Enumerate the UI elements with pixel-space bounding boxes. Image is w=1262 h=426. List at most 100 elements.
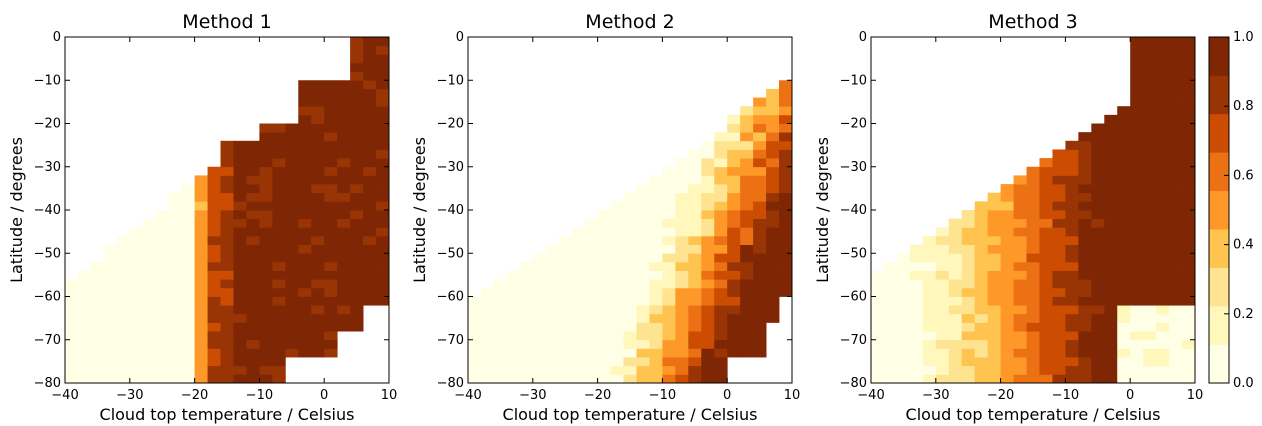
heatmap-cell [246, 305, 260, 315]
heatmap-cell [558, 261, 573, 271]
heatmap-cell [493, 313, 508, 323]
heatmap-cell [376, 270, 390, 280]
heatmap-cell [662, 227, 676, 237]
heatmap-cell [1182, 279, 1196, 289]
heatmap-cell [1013, 175, 1027, 185]
heatmap-cell [376, 88, 390, 98]
heatmap-cell [142, 218, 157, 228]
heatmap-cell [1169, 305, 1183, 315]
heatmap-cell [571, 279, 586, 289]
heatmap-cell [1039, 322, 1053, 332]
heatmap-cell [1078, 132, 1092, 142]
heatmap-cell [220, 140, 234, 150]
heatmap-cell [766, 184, 780, 194]
heatmap-cell [519, 357, 534, 367]
heatmap-cell [480, 339, 495, 349]
y-tick-label: −20 [437, 117, 464, 132]
heatmap-cell [1104, 218, 1118, 228]
heatmap-cells [871, 37, 1196, 384]
heatmap-cell [220, 313, 234, 323]
heatmap-cell [181, 339, 195, 349]
heatmap-cell [571, 331, 586, 341]
heatmap-cell [311, 114, 325, 124]
heatmap-cell [896, 305, 911, 315]
y-tick-label: −10 [34, 73, 61, 88]
heatmap-cell [181, 244, 195, 254]
heatmap-cell [220, 348, 234, 358]
heatmap-cell [1013, 270, 1027, 280]
heatmap-cell [311, 227, 325, 237]
heatmap-cell [272, 322, 286, 332]
heatmap-cell [1117, 184, 1131, 194]
heatmap-cell [324, 166, 338, 176]
heatmap-cell [311, 261, 325, 271]
y-tick-label: −80 [34, 376, 61, 391]
heatmap-cell [623, 279, 637, 289]
heatmap-cell [181, 287, 195, 297]
heatmap-cell [363, 279, 377, 289]
heatmap-cell [1026, 192, 1040, 202]
x-tick-label: 0 [320, 388, 328, 403]
heatmap-cell [1156, 71, 1170, 81]
heatmap-cell [883, 313, 898, 323]
heatmap-cell [311, 166, 325, 176]
heatmap-cell [610, 218, 624, 228]
heatmap-cell [65, 357, 79, 367]
heatmap-cell [233, 322, 247, 332]
heatmap-cell [220, 279, 234, 289]
heatmap-cell [207, 210, 221, 220]
heatmap-cell [948, 313, 963, 323]
heatmap-cell [753, 192, 767, 202]
heatmap-cell [272, 279, 286, 289]
heatmap-cell [922, 313, 937, 323]
heatmap-cell [779, 201, 793, 211]
heatmap-cell [65, 279, 79, 289]
heatmap-cell [1143, 210, 1157, 220]
heatmap-cell [246, 331, 260, 341]
heatmap-cell [1078, 166, 1092, 176]
heatmap-cell [1156, 253, 1170, 263]
heatmap-cell [220, 166, 234, 176]
heatmap-cell [376, 54, 390, 64]
heatmap-cell [753, 106, 767, 116]
y-axis-label: Latitude / degrees [813, 137, 832, 283]
heatmap-cell [688, 244, 702, 254]
heatmap-cell [1182, 322, 1196, 332]
heatmap-cell [987, 296, 1001, 306]
heatmap-cell [468, 296, 482, 306]
axis-ticks: −40 −30 −20 −10 0 100−10−20−30−40−50−60−70−80 [34, 30, 398, 403]
heatmap-cell [1182, 184, 1196, 194]
colorbar-tick-label: 0.8 [1233, 99, 1254, 114]
heatmap-cell [1143, 88, 1157, 98]
heatmap-cell [259, 218, 273, 228]
heatmap-cell [558, 357, 573, 367]
heatmap-cell [1000, 227, 1014, 237]
heatmap-cell [636, 270, 650, 280]
heatmap-cell [1104, 253, 1118, 263]
heatmap-cell [233, 296, 247, 306]
heatmap-cell [571, 253, 586, 263]
heatmap-cell [1065, 339, 1079, 349]
heatmap-cell [871, 374, 885, 384]
heatmap-cell [740, 305, 754, 315]
y-tick-label: −80 [840, 376, 867, 391]
heatmap-cell [324, 244, 338, 254]
heatmap-cell [181, 348, 195, 358]
heatmap-cell [298, 227, 312, 237]
heatmap-cell [714, 331, 728, 341]
heatmap-cell [1117, 106, 1131, 116]
heatmap-cell [1065, 244, 1079, 254]
heatmap-cell [506, 305, 521, 315]
heatmap-cell [779, 123, 793, 133]
heatmap-cell [597, 296, 611, 306]
heatmap-cell [1000, 365, 1014, 375]
y-axis-label: Latitude / degrees [7, 137, 26, 283]
heatmap-cell [688, 322, 702, 332]
heatmap-cell [987, 279, 1001, 289]
heatmap-cell [935, 348, 950, 358]
heatmap-cell [194, 374, 208, 384]
heatmap-cell [675, 253, 689, 263]
heatmap-cell [1117, 235, 1131, 245]
heatmap-cell [298, 158, 312, 168]
heatmap-cell [610, 253, 624, 263]
